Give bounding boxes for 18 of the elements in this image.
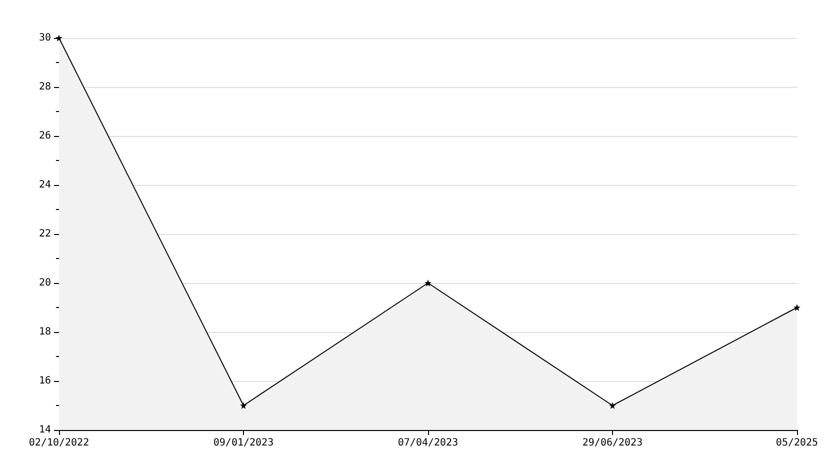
point [240, 402, 247, 409]
point [609, 402, 616, 409]
x-tick-label: 05/2025 [776, 438, 818, 448]
point [794, 304, 800, 311]
x-tick-label: 09/01/2023 [213, 438, 274, 448]
y-tick-label: 26 [38, 130, 51, 142]
y-tick-label: 30 [38, 32, 51, 44]
y-tick-label: 16 [38, 376, 51, 386]
y-tick-label: 24 [38, 180, 51, 190]
y-tick-label: 20 [38, 278, 51, 288]
y-tick-label: 14 [38, 424, 51, 436]
x-tick-label: 07/04/2023 [398, 438, 458, 448]
y-tick-label: 22 [38, 228, 51, 240]
y-tick-label: 18 [38, 326, 51, 338]
x-tick-label: 29/06/2023 [582, 438, 643, 448]
x-tick-label: 02/10/2022 [28, 438, 90, 448]
point [424, 280, 432, 286]
y-tick-label: 28 [38, 82, 51, 92]
